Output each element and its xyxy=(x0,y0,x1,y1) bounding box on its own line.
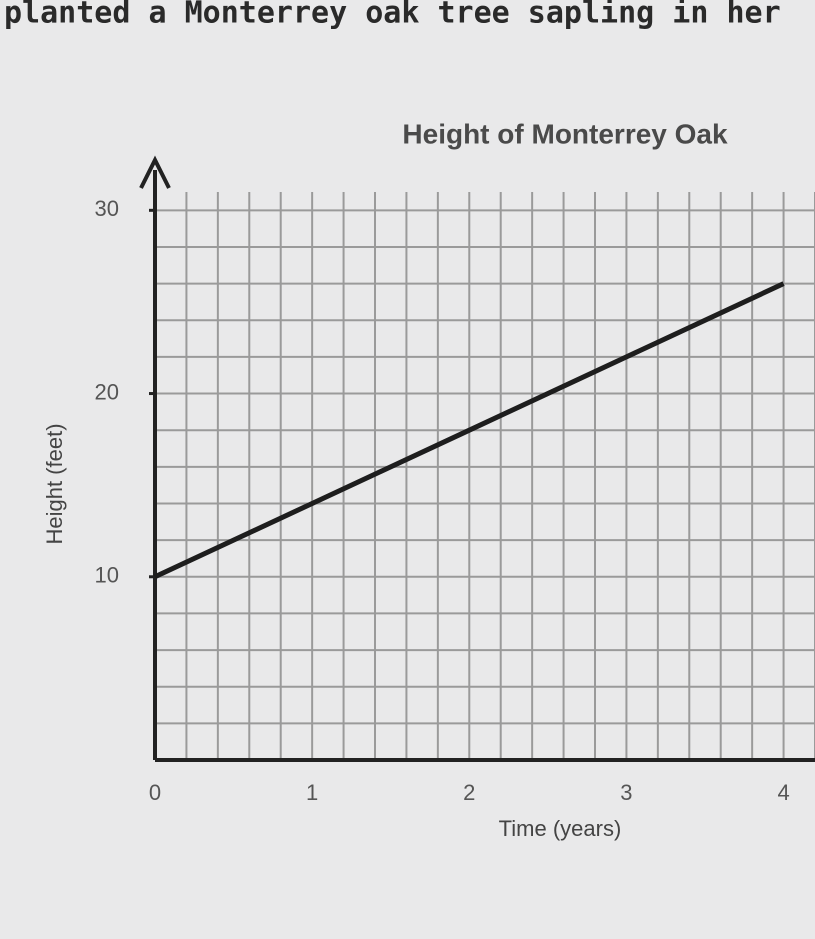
y-tick-label: 20 xyxy=(95,379,119,404)
x-tick-label: 4 xyxy=(777,780,789,805)
y-axis-label: Height (feet) xyxy=(42,423,67,544)
y-axis-arrow xyxy=(139,155,171,189)
x-tick-label: 3 xyxy=(620,780,632,805)
data-line xyxy=(153,281,785,580)
x-tick-label: 1 xyxy=(306,780,318,805)
plot-area: 0 1 2 3 4 10 20 30 xyxy=(95,155,815,805)
chart-title: Height of Monterrey Oak xyxy=(402,118,728,149)
x-axis-label: Time (years) xyxy=(499,816,622,841)
y-tick-label: 10 xyxy=(95,563,119,588)
x-tick-label: 0 xyxy=(149,780,161,805)
x-tick-label: 2 xyxy=(463,780,475,805)
y-tick-label: 30 xyxy=(95,196,119,221)
question-text: planted a Monterrey oak tree sapling in … xyxy=(4,0,781,31)
